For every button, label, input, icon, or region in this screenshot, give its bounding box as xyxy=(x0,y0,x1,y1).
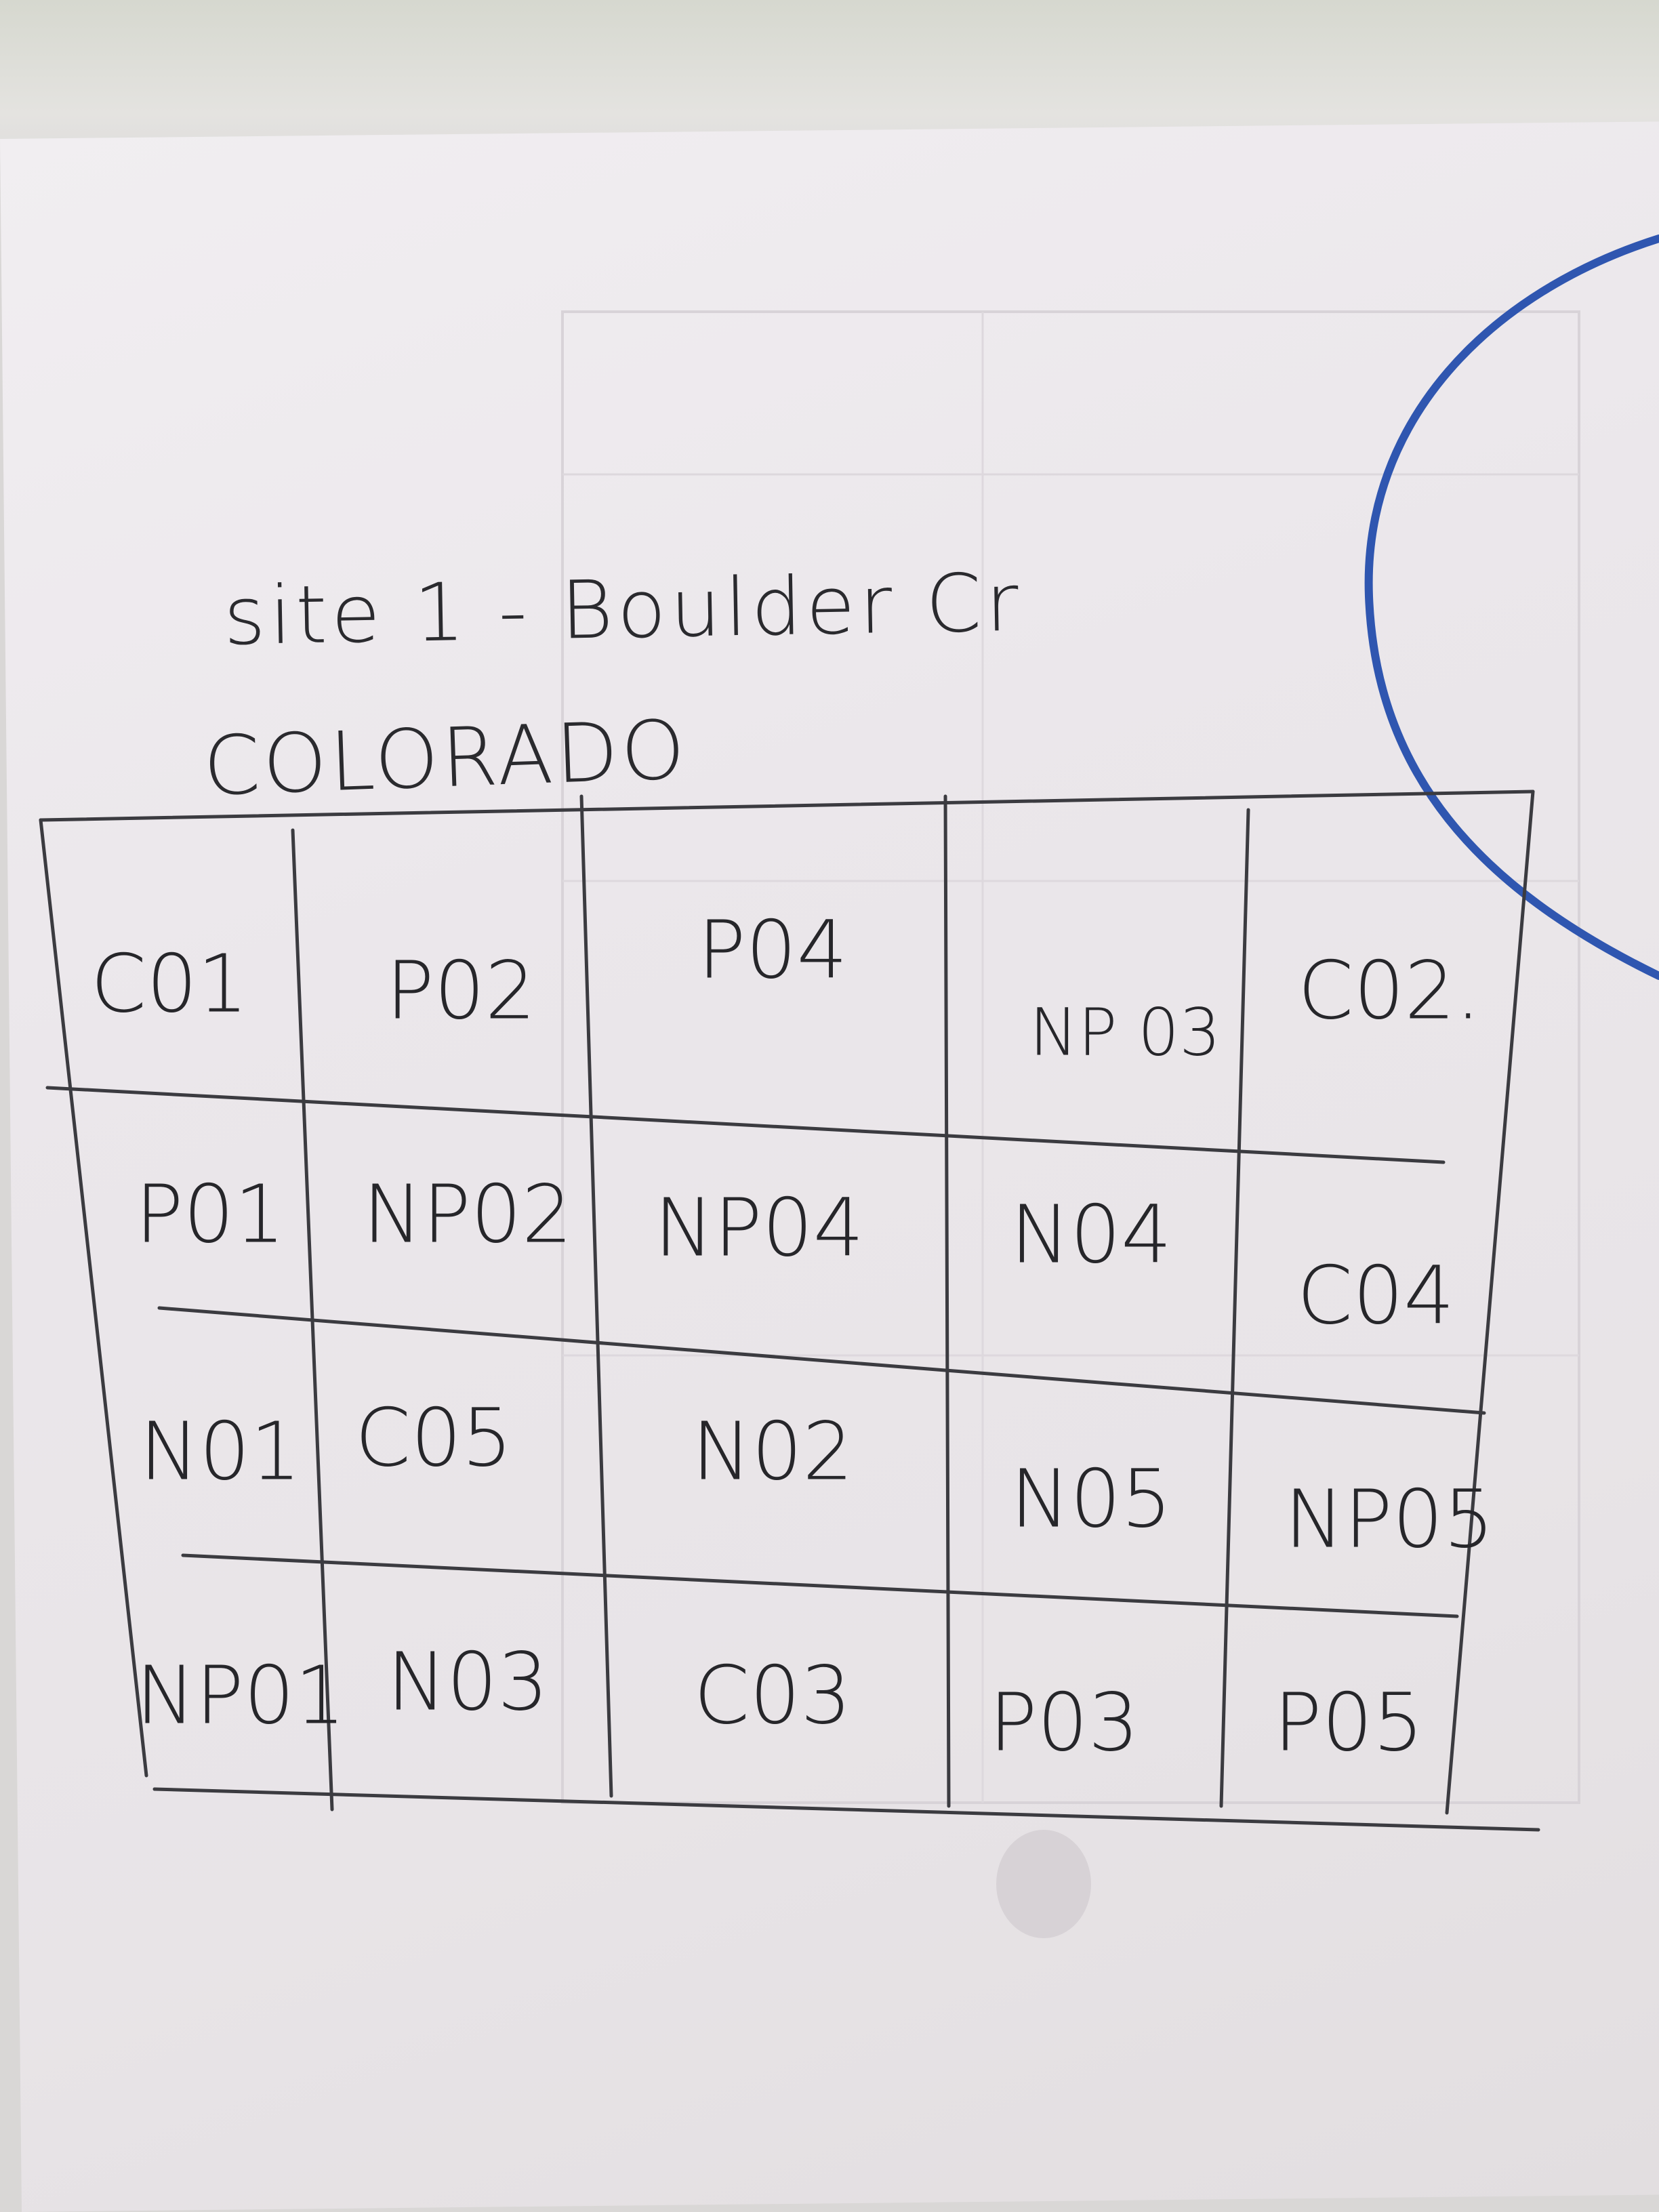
grid-cell-r2-c4: N04 xyxy=(1010,1187,1172,1281)
grid-cell-r4-c2: N03 xyxy=(387,1635,548,1728)
grid-cell-r3-c5: NP05 xyxy=(1284,1472,1494,1565)
grid-cell-r4-c5: P05 xyxy=(1273,1675,1423,1769)
grid-cell-r1-c5: C02. xyxy=(1298,943,1481,1037)
grid-top-border xyxy=(39,790,1535,822)
grid-cell-r3-c3: N02 xyxy=(692,1404,853,1498)
grid-cell-r4-c4: P03 xyxy=(989,1675,1139,1769)
grid-left-border xyxy=(39,818,148,1778)
grid-cell-r4-c3: C03 xyxy=(694,1648,852,1742)
grid-cell-r2-c3: NP04 xyxy=(654,1181,864,1274)
grid-cell-r2-c5: C04 xyxy=(1297,1248,1455,1342)
grid-cell-r3-c1: N01 xyxy=(140,1404,301,1498)
grid-bottom-border xyxy=(152,1787,1540,1832)
grid-col-line-3 xyxy=(943,794,951,1808)
grid-cell-r1-c4: NP 03 xyxy=(1029,994,1221,1070)
grid-col-line-2 xyxy=(579,794,613,1798)
grid-row-line-3 xyxy=(181,1553,1459,1618)
grid-row-line-2 xyxy=(157,1306,1486,1415)
grid-row-line-1 xyxy=(45,1086,1446,1164)
grid-cell-r2-c1: P01 xyxy=(135,1167,285,1261)
grid-cells: C01 P02 P04 NP 03 C02. P01 NP02 NP04 N04 C04 N01 C0… xyxy=(91,903,1494,1769)
grid-cell-r1-c2: P02 xyxy=(386,943,535,1037)
grid-col-line-4 xyxy=(1219,808,1250,1808)
grid-cell-r4-c1: NP01 xyxy=(136,1648,346,1742)
grid-cell-r2-c2: NP02 xyxy=(363,1167,573,1261)
grid-cell-r1-c3: P04 xyxy=(697,903,847,996)
grid-cell-r3-c2: C05 xyxy=(355,1391,513,1484)
grid-cell-r3-c4: N05 xyxy=(1010,1452,1172,1545)
grid-right-border xyxy=(1445,790,1535,1815)
grid-cell-r1-c1: C01 xyxy=(91,937,249,1030)
grid-lines xyxy=(39,790,1540,1832)
